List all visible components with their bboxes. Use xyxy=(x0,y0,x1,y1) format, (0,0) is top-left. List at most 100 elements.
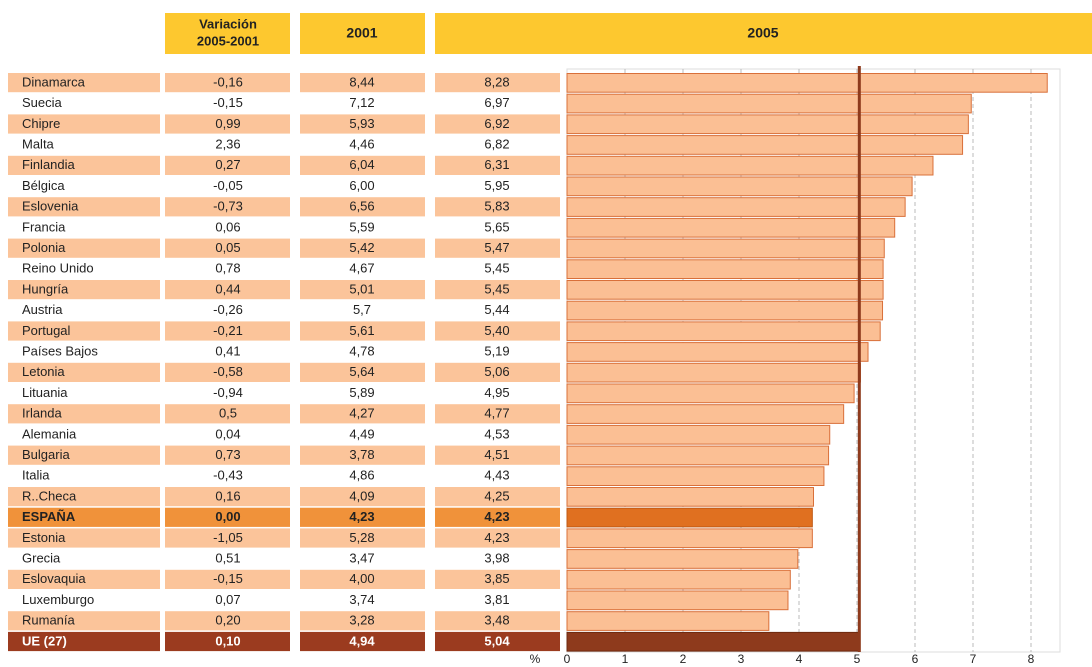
category-label: Dinamarca xyxy=(22,74,86,89)
bar xyxy=(566,487,814,507)
cell: 0,06 xyxy=(215,219,240,234)
value-label: 6,31 xyxy=(484,157,509,172)
row-bg xyxy=(165,445,290,465)
cell: -0,21 xyxy=(213,323,243,338)
row-bg xyxy=(435,487,560,507)
row-bg xyxy=(435,280,560,300)
x-tick-label: 7 xyxy=(970,652,977,666)
value-label: 6,92 xyxy=(484,116,509,131)
axis-unit: % xyxy=(530,652,541,666)
x-tick-label: 2 xyxy=(680,652,687,666)
bar xyxy=(566,549,799,569)
cell: 3,28 xyxy=(349,613,374,628)
row-bg xyxy=(165,114,290,134)
cell: -0,43 xyxy=(213,468,243,483)
cell: 3,47 xyxy=(349,551,374,566)
category-label: Suecia xyxy=(22,95,63,110)
row-bg xyxy=(435,73,560,93)
row-bg xyxy=(300,611,425,631)
cell: -0,58 xyxy=(213,364,243,379)
bar xyxy=(566,321,881,342)
row-bg xyxy=(165,362,290,382)
row-bg xyxy=(300,362,425,382)
category-label: Letonia xyxy=(22,364,65,379)
value-label: 3,48 xyxy=(484,613,509,628)
cell: 0,41 xyxy=(215,344,240,359)
cell: 4,94 xyxy=(349,633,375,648)
value-label: 3,85 xyxy=(484,571,509,586)
row-bg xyxy=(165,73,290,93)
category-label: Francia xyxy=(22,219,66,234)
cell: 2,36 xyxy=(215,137,240,152)
x-tick-label: 3 xyxy=(738,652,745,666)
bar xyxy=(566,404,845,424)
value-label: 4,23 xyxy=(484,530,509,545)
row-bg xyxy=(165,487,290,507)
cell: 3,74 xyxy=(349,592,374,607)
row-bg xyxy=(435,445,560,465)
row-bg xyxy=(435,528,560,548)
value-label: 8,28 xyxy=(484,74,509,89)
bar xyxy=(566,259,884,279)
row-bg xyxy=(300,321,425,341)
bar xyxy=(566,114,969,135)
category-label: Grecia xyxy=(22,551,61,566)
value-label: 4,51 xyxy=(484,447,509,462)
category-label: Estonia xyxy=(22,530,66,545)
category-label: Malta xyxy=(22,137,55,152)
value-label: 5,06 xyxy=(484,364,509,379)
row-bg xyxy=(165,404,290,424)
cell: -0,15 xyxy=(213,95,243,110)
cell: 5,42 xyxy=(349,240,374,255)
row-bg xyxy=(8,528,160,548)
bar xyxy=(566,342,869,362)
row-bg xyxy=(435,155,560,175)
row-bg xyxy=(8,507,160,527)
bar xyxy=(566,135,964,155)
bar xyxy=(566,569,791,590)
category-label: Austria xyxy=(22,302,63,317)
row-bg xyxy=(165,631,290,652)
row-bg xyxy=(165,611,290,631)
row-bg xyxy=(8,362,160,382)
cell: 0,00 xyxy=(215,509,240,524)
row-bg xyxy=(8,404,160,424)
category-label: Portugal xyxy=(22,323,71,338)
cell: 0,51 xyxy=(215,551,240,566)
cell: 0,04 xyxy=(215,426,240,441)
cell: 4,09 xyxy=(349,488,374,503)
value-label: 5,40 xyxy=(484,323,509,338)
value-label: 5,83 xyxy=(484,199,509,214)
category-label: Polonia xyxy=(22,240,66,255)
header: Variación xyxy=(199,16,257,31)
row-bg xyxy=(300,155,425,175)
row-bg xyxy=(165,155,290,175)
category-label: Eslovenia xyxy=(22,199,79,214)
row-bg xyxy=(300,507,425,527)
cell: -0,05 xyxy=(213,178,243,193)
row-bg xyxy=(165,569,290,589)
cell: 4,49 xyxy=(349,426,374,441)
value-label: 4,77 xyxy=(484,406,509,421)
bar xyxy=(566,590,789,611)
cell: 0,27 xyxy=(215,157,240,172)
value-label: 4,25 xyxy=(484,488,509,503)
cell: 0,73 xyxy=(215,447,240,462)
value-label: 5,47 xyxy=(484,240,509,255)
bar xyxy=(566,528,813,549)
value-label: 5,45 xyxy=(484,281,509,296)
cell: 4,23 xyxy=(349,509,374,524)
cell: 5,28 xyxy=(349,530,374,545)
row-bg xyxy=(8,280,160,300)
value-label: 4,23 xyxy=(484,509,509,524)
row-bg xyxy=(165,197,290,217)
bar xyxy=(566,176,913,197)
category-label: Rumanía xyxy=(22,613,76,628)
cell: -0,15 xyxy=(213,571,243,586)
row-bg xyxy=(300,445,425,465)
category-label: Finlandia xyxy=(22,157,76,172)
bar xyxy=(566,445,830,466)
x-tick-label: 6 xyxy=(912,652,919,666)
value-label: 5,45 xyxy=(484,261,509,276)
